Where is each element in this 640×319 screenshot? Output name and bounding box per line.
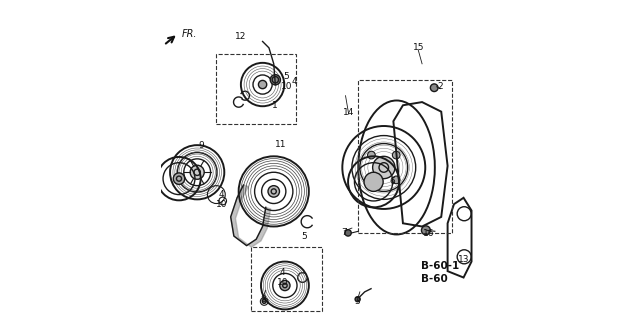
Circle shape (392, 151, 400, 159)
Circle shape (355, 297, 360, 302)
Text: 8: 8 (260, 295, 266, 304)
Text: 6: 6 (389, 177, 395, 186)
Circle shape (367, 151, 375, 159)
Circle shape (430, 84, 438, 92)
Text: FR.: FR. (182, 29, 198, 40)
Text: 10: 10 (277, 278, 289, 287)
Text: 2: 2 (438, 82, 444, 91)
Circle shape (270, 75, 280, 85)
Polygon shape (230, 185, 271, 247)
Text: 4: 4 (219, 190, 225, 199)
Text: 7: 7 (341, 228, 347, 237)
Text: 10: 10 (216, 200, 227, 209)
Circle shape (280, 280, 290, 291)
Circle shape (262, 300, 266, 303)
Text: 13: 13 (458, 256, 470, 264)
Text: 12: 12 (235, 32, 246, 41)
Text: 1: 1 (272, 101, 278, 110)
Text: 10: 10 (281, 82, 292, 91)
Circle shape (190, 165, 204, 179)
Text: 5: 5 (301, 232, 307, 241)
Text: 5: 5 (284, 72, 289, 81)
Text: 14: 14 (343, 108, 355, 117)
Text: 4: 4 (292, 77, 298, 86)
Circle shape (372, 156, 395, 179)
Text: 4: 4 (280, 268, 285, 277)
Circle shape (173, 173, 185, 184)
Text: 9: 9 (198, 141, 204, 150)
Text: 3: 3 (355, 297, 360, 306)
Circle shape (367, 176, 375, 184)
Circle shape (259, 80, 267, 89)
Text: B-60-1: B-60-1 (422, 261, 460, 271)
Circle shape (345, 230, 351, 236)
Text: 15: 15 (413, 43, 424, 52)
Text: B-60: B-60 (422, 274, 448, 284)
Text: 11: 11 (275, 140, 287, 149)
Circle shape (392, 176, 400, 184)
Circle shape (364, 172, 383, 191)
Circle shape (422, 226, 430, 235)
Circle shape (268, 186, 280, 197)
Text: 16: 16 (422, 229, 434, 238)
